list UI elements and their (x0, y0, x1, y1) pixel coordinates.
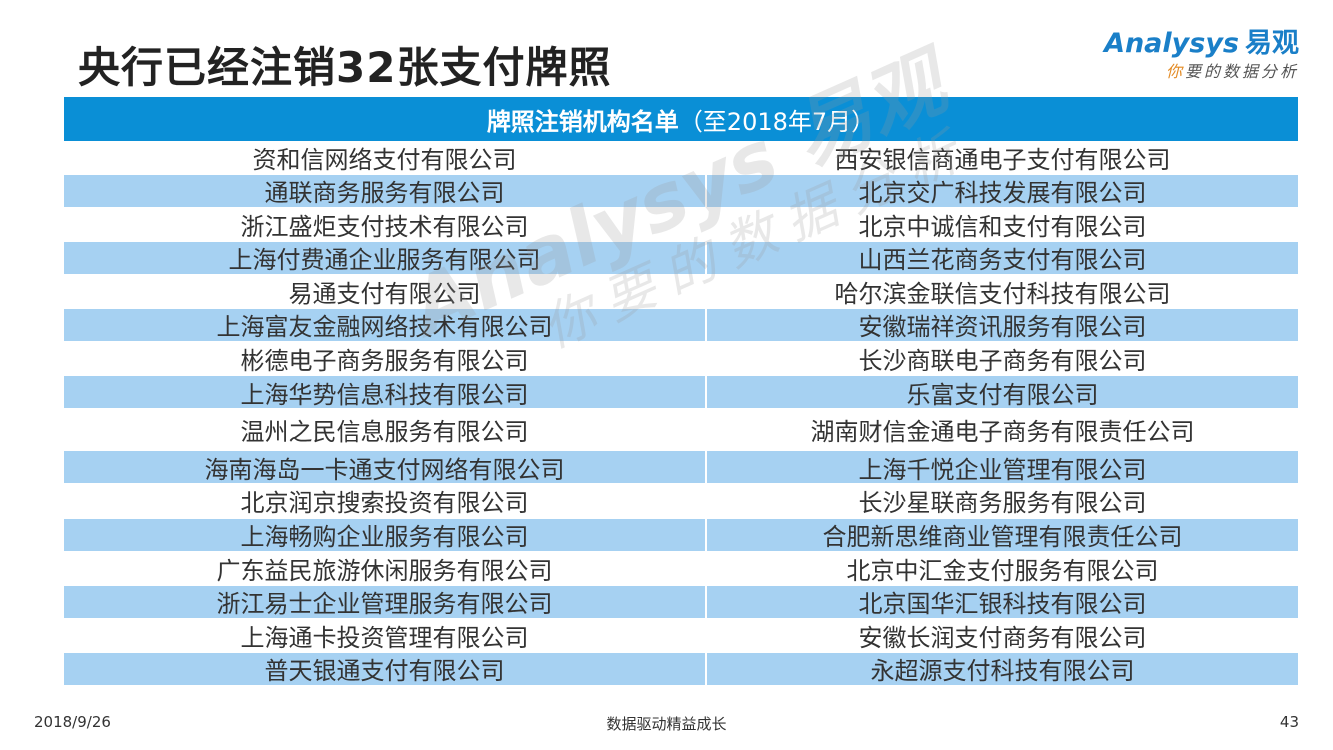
company-name-right: 北京交广科技发展有限公司 (707, 174, 1298, 207)
table-row: 上海富友金融网络技术有限公司 安徽瑞祥资讯服务有限公司 (64, 308, 1298, 341)
page-title: 央行已经注销32张支付牌照 (78, 43, 612, 92)
company-name-left: 浙江易士企业管理服务有限公司 (64, 585, 705, 618)
company-name-left: 普天银通支付有限公司 (64, 652, 705, 685)
company-name-right: 北京国华汇银科技有限公司 (707, 585, 1298, 618)
company-name-right: 湖南财信金通电子商务有限责任公司 (707, 409, 1298, 450)
table-row: 上海通卡投资管理有限公司 安徽长润支付商务有限公司 (64, 619, 1298, 652)
footer-slogan: 数据驱动精益成长 (606, 715, 727, 733)
company-name-right: 哈尔滨金联信支付科技有限公司 (707, 275, 1298, 308)
company-name-left: 北京润京搜索投资有限公司 (64, 484, 705, 517)
company-name-left: 上海富友金融网络技术有限公司 (64, 308, 705, 341)
company-name-left: 上海通卡投资管理有限公司 (64, 619, 705, 652)
company-name-right: 安徽瑞祥资讯服务有限公司 (707, 308, 1298, 341)
table-row: 广东益民旅游休闲服务有限公司 北京中汇金支付服务有限公司 (64, 552, 1298, 585)
table-row: 温州之民信息服务有限公司 湖南财信金通电子商务有限责任公司 (64, 409, 1298, 450)
company-name-right: 长沙星联商务服务有限公司 (707, 484, 1298, 517)
company-name-left: 海南海岛一卡通支付网络有限公司 (64, 451, 705, 484)
logo-slogan: 你要的数据分析 (1099, 60, 1299, 84)
table-row: 普天银通支付有限公司 永超源支付科技有限公司 (64, 652, 1298, 685)
table-header-date: （至2018年7月） (678, 107, 876, 136)
company-name-right: 山西兰花商务支付有限公司 (707, 241, 1298, 274)
table-row: 资和信网络支付有限公司 西安银信商通电子支付有限公司 (64, 141, 1298, 173)
revoked-license-table: 牌照注销机构名单 （至2018年7月） 资和信网络支付有限公司 西安银信商通电子支付… (64, 97, 1298, 687)
table-row: 浙江易士企业管理服务有限公司 北京国华汇银科技有限公司 (64, 585, 1298, 618)
company-name-left: 温州之民信息服务有限公司 (64, 409, 705, 450)
logo-slogan-rest: 要的数据分析 (1184, 62, 1299, 81)
table-body: 资和信网络支付有限公司 西安银信商通电子支付有限公司 通联商务服务有限公司 北京交广科… (64, 141, 1298, 685)
footer-date: 2018/9/26 (34, 713, 111, 731)
company-name-right: 西安银信商通电子支付有限公司 (707, 141, 1298, 173)
company-name-left: 通联商务服务有限公司 (64, 174, 705, 207)
table-row: 彬德电子商务服务有限公司 长沙商联电子商务有限公司 (64, 342, 1298, 375)
table-row: 上海付费通企业服务有限公司 山西兰花商务支付有限公司 (64, 241, 1298, 274)
table-header-title: 牌照注销机构名单 (486, 107, 679, 136)
logo-slogan-first: 你 (1165, 62, 1185, 81)
company-name-left: 资和信网络支付有限公司 (64, 141, 705, 173)
logo-brand-cn: 易观 (1245, 28, 1299, 59)
company-name-right: 北京中诚信和支付有限公司 (707, 208, 1298, 241)
company-name-right: 北京中汇金支付服务有限公司 (707, 552, 1298, 585)
company-name-left: 上海华势信息科技有限公司 (64, 376, 705, 409)
table-row: 上海华势信息科技有限公司 乐富支付有限公司 (64, 376, 1298, 409)
analysys-logo: Analysys 易观 你要的数据分析 (1099, 28, 1299, 84)
company-name-right: 合肥新思维商业管理有限责任公司 (707, 518, 1298, 551)
company-name-right: 永超源支付科技有限公司 (707, 652, 1298, 685)
company-name-right: 长沙商联电子商务有限公司 (707, 342, 1298, 375)
logo-wordmark: Analysys 易观 (1099, 28, 1299, 60)
company-name-left: 浙江盛炬支付技术有限公司 (64, 208, 705, 241)
company-name-right: 上海千悦企业管理有限公司 (707, 451, 1298, 484)
table-header: 牌照注销机构名单 （至2018年7月） (64, 97, 1298, 141)
table-row: 浙江盛炬支付技术有限公司 北京中诚信和支付有限公司 (64, 208, 1298, 241)
company-name-right: 安徽长润支付商务有限公司 (707, 619, 1298, 652)
company-name-right: 乐富支付有限公司 (707, 376, 1298, 409)
table-row: 通联商务服务有限公司 北京交广科技发展有限公司 (64, 174, 1298, 207)
company-name-left: 易通支付有限公司 (64, 275, 705, 308)
company-name-left: 上海畅购企业服务有限公司 (64, 518, 705, 551)
table-row: 易通支付有限公司 哈尔滨金联信支付科技有限公司 (64, 275, 1298, 308)
table-row: 海南海岛一卡通支付网络有限公司 上海千悦企业管理有限公司 (64, 451, 1298, 484)
company-name-left: 彬德电子商务服务有限公司 (64, 342, 705, 375)
page-number: 43 (1279, 713, 1299, 731)
table-row: 上海畅购企业服务有限公司 合肥新思维商业管理有限责任公司 (64, 518, 1298, 551)
table-row: 北京润京搜索投资有限公司 长沙星联商务服务有限公司 (64, 484, 1298, 517)
company-name-left: 广东益民旅游休闲服务有限公司 (64, 552, 705, 585)
logo-brand-en: Analysys (1104, 28, 1239, 59)
company-name-left: 上海付费通企业服务有限公司 (64, 241, 705, 274)
